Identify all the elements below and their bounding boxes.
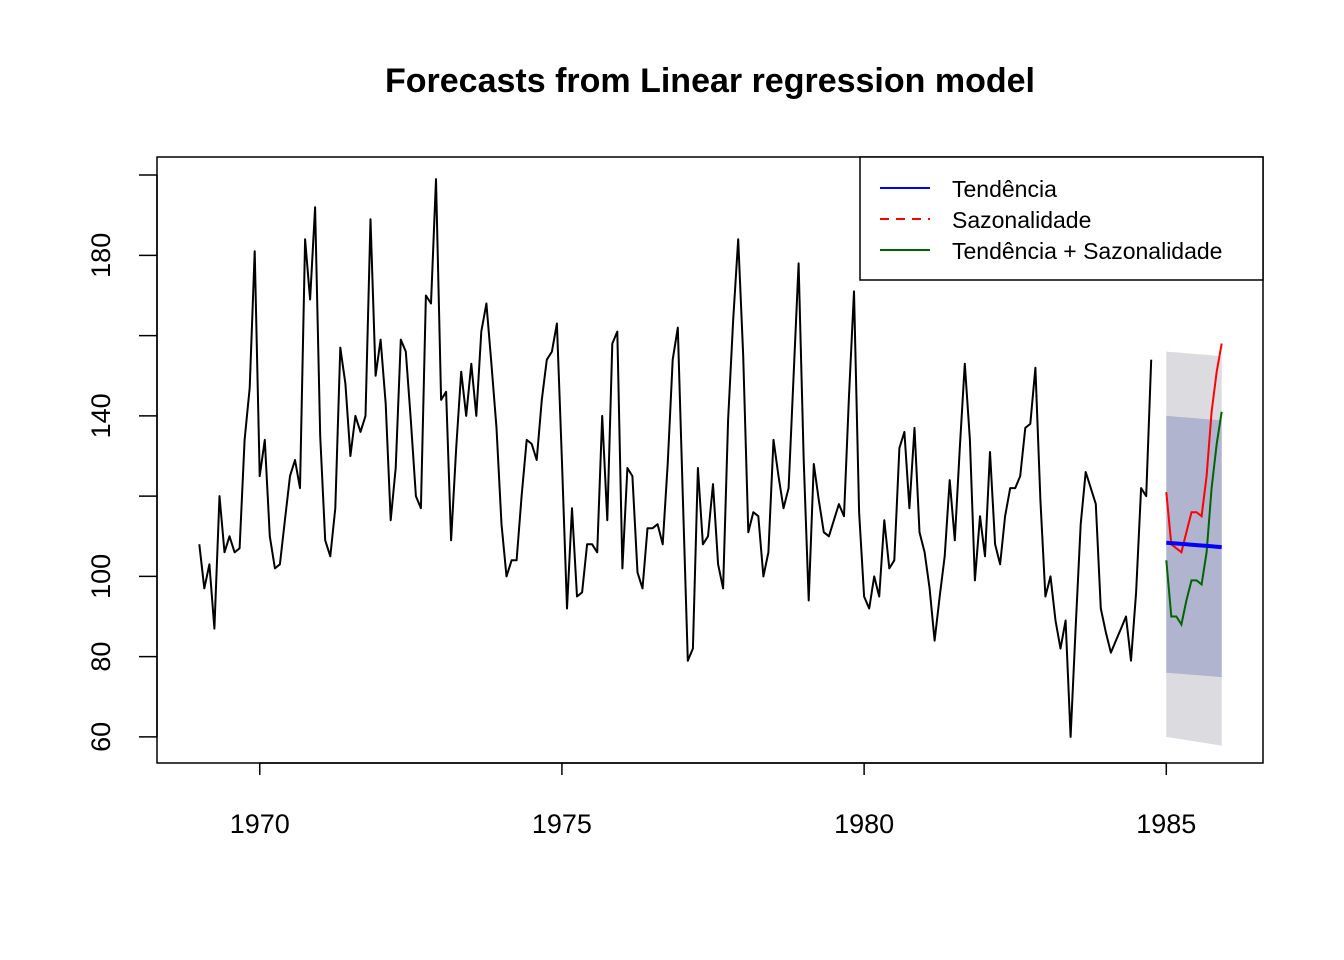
trend-series-line bbox=[1166, 540, 1222, 550]
x-tick-label: 1970 bbox=[230, 809, 290, 839]
y-axis: 60 80 100 140 180 bbox=[86, 174, 158, 752]
history-series-line bbox=[198, 178, 1153, 738]
x-axis: 1970 1975 1980 1985 bbox=[230, 762, 1196, 839]
legend-box bbox=[859, 156, 1264, 281]
y-tick-label: 180 bbox=[86, 233, 116, 278]
legend-label-trend-seasonal: Tendência + Sazonalidade bbox=[952, 238, 1222, 264]
x-tick-label: 1980 bbox=[834, 809, 894, 839]
y-tick-label: 80 bbox=[86, 642, 116, 672]
legend-label-trend: Tendência bbox=[952, 176, 1057, 202]
x-tick-label: 1975 bbox=[532, 809, 592, 839]
legend-label-seasonal: Sazonalidade bbox=[952, 207, 1091, 233]
chart-title: Forecasts from Linear regression model bbox=[385, 62, 1035, 100]
series-layer bbox=[198, 178, 1223, 738]
y-tick-label: 100 bbox=[86, 554, 116, 599]
y-tick-label: 60 bbox=[86, 722, 116, 752]
seasonal-series-line bbox=[1165, 343, 1223, 555]
prediction-intervals bbox=[1166, 351, 1222, 746]
y-tick-label: 140 bbox=[86, 393, 116, 438]
legend: Tendência Sazonalidade Tendência + Sazon… bbox=[859, 156, 1264, 281]
x-tick-label: 1985 bbox=[1136, 809, 1196, 839]
trend-seasonal-series-line bbox=[1165, 411, 1223, 628]
